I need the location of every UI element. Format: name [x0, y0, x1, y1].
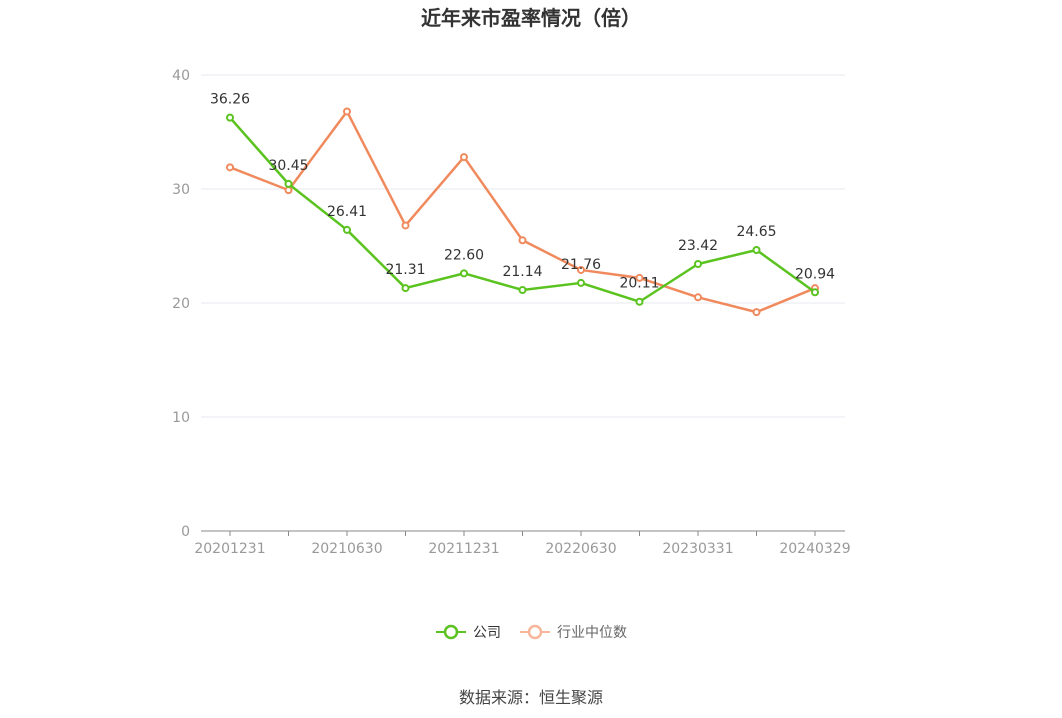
y-tick-label: 40 [172, 68, 190, 84]
y-tick-label: 10 [172, 410, 190, 426]
legend: 公司 行业中位数 [0, 622, 1062, 642]
data-label-company: 20.11 [619, 276, 659, 292]
data-point-company [694, 260, 702, 269]
x-tick-label: 20210630 [311, 541, 382, 557]
y-tick-label: 30 [172, 182, 190, 198]
x-tick-label: 20220630 [545, 541, 616, 557]
data-point-industry-median [577, 265, 585, 274]
data-labels: 36.26 30.45 26.41 21.31 22.60 21.14 21.76 20.11… [210, 92, 835, 292]
data-label-company: 30.45 [268, 158, 308, 174]
series [226, 107, 819, 317]
legend-company-marker-icon [436, 624, 466, 640]
y-tick-label: 0 [181, 524, 190, 540]
y-tick-label: 20 [172, 296, 190, 312]
data-point-company [460, 269, 468, 278]
data-point-industry-median [752, 308, 761, 317]
data-label-company: 21.76 [561, 257, 601, 273]
data-point-company [811, 288, 819, 297]
data-label-company: 24.65 [736, 224, 776, 240]
data-point-company [401, 284, 410, 293]
data-point-industry-median [635, 273, 644, 282]
data-label-company: 21.14 [502, 264, 542, 280]
data-point-industry-median [460, 153, 468, 162]
data-point-company [284, 179, 293, 188]
legend-company-label: 公司 [473, 625, 501, 641]
source-note: 数据来源：恒生聚源 [458, 688, 603, 707]
series-line-industry-median [229, 110, 816, 314]
x-tick-label: 20230331 [662, 541, 733, 557]
data-point-company [635, 297, 644, 306]
data-point-industry-median [518, 236, 527, 245]
data-point-company [577, 278, 585, 287]
x-tick-label: 20240329 [779, 541, 850, 557]
legend-median-marker-icon [520, 624, 550, 640]
data-point-industry-median [226, 163, 234, 172]
axes: 0 10 20 30 40 20201231 20210630 20211231 2022063… [172, 68, 850, 557]
data-label-company: 23.42 [678, 238, 718, 254]
data-label-company: 26.41 [327, 204, 367, 220]
data-point-industry-median [401, 221, 410, 230]
x-tick-label: 20211231 [428, 541, 499, 557]
chart-title: 近年来市盈率情况（倍） [421, 6, 641, 30]
data-label-company: 21.31 [385, 262, 425, 278]
legend-median-label: 行业中位数 [557, 625, 627, 641]
data-point-company [226, 113, 234, 122]
data-point-industry-median [284, 186, 293, 195]
data-point-company [518, 286, 527, 295]
data-label-company: 20.94 [795, 266, 835, 282]
data-point-company [752, 245, 761, 254]
data-point-industry-median [343, 107, 351, 116]
x-tick-label: 20201231 [194, 541, 265, 557]
legend-item-industry-median[interactable]: 行业中位数 [519, 622, 627, 642]
data-label-company: 22.60 [444, 247, 484, 263]
data-label-company: 36.26 [210, 92, 250, 108]
data-point-company [343, 225, 351, 234]
legend-item-company[interactable]: 公司 [435, 622, 501, 642]
data-point-industry-median [694, 293, 702, 302]
grid-lines [201, 74, 845, 418]
